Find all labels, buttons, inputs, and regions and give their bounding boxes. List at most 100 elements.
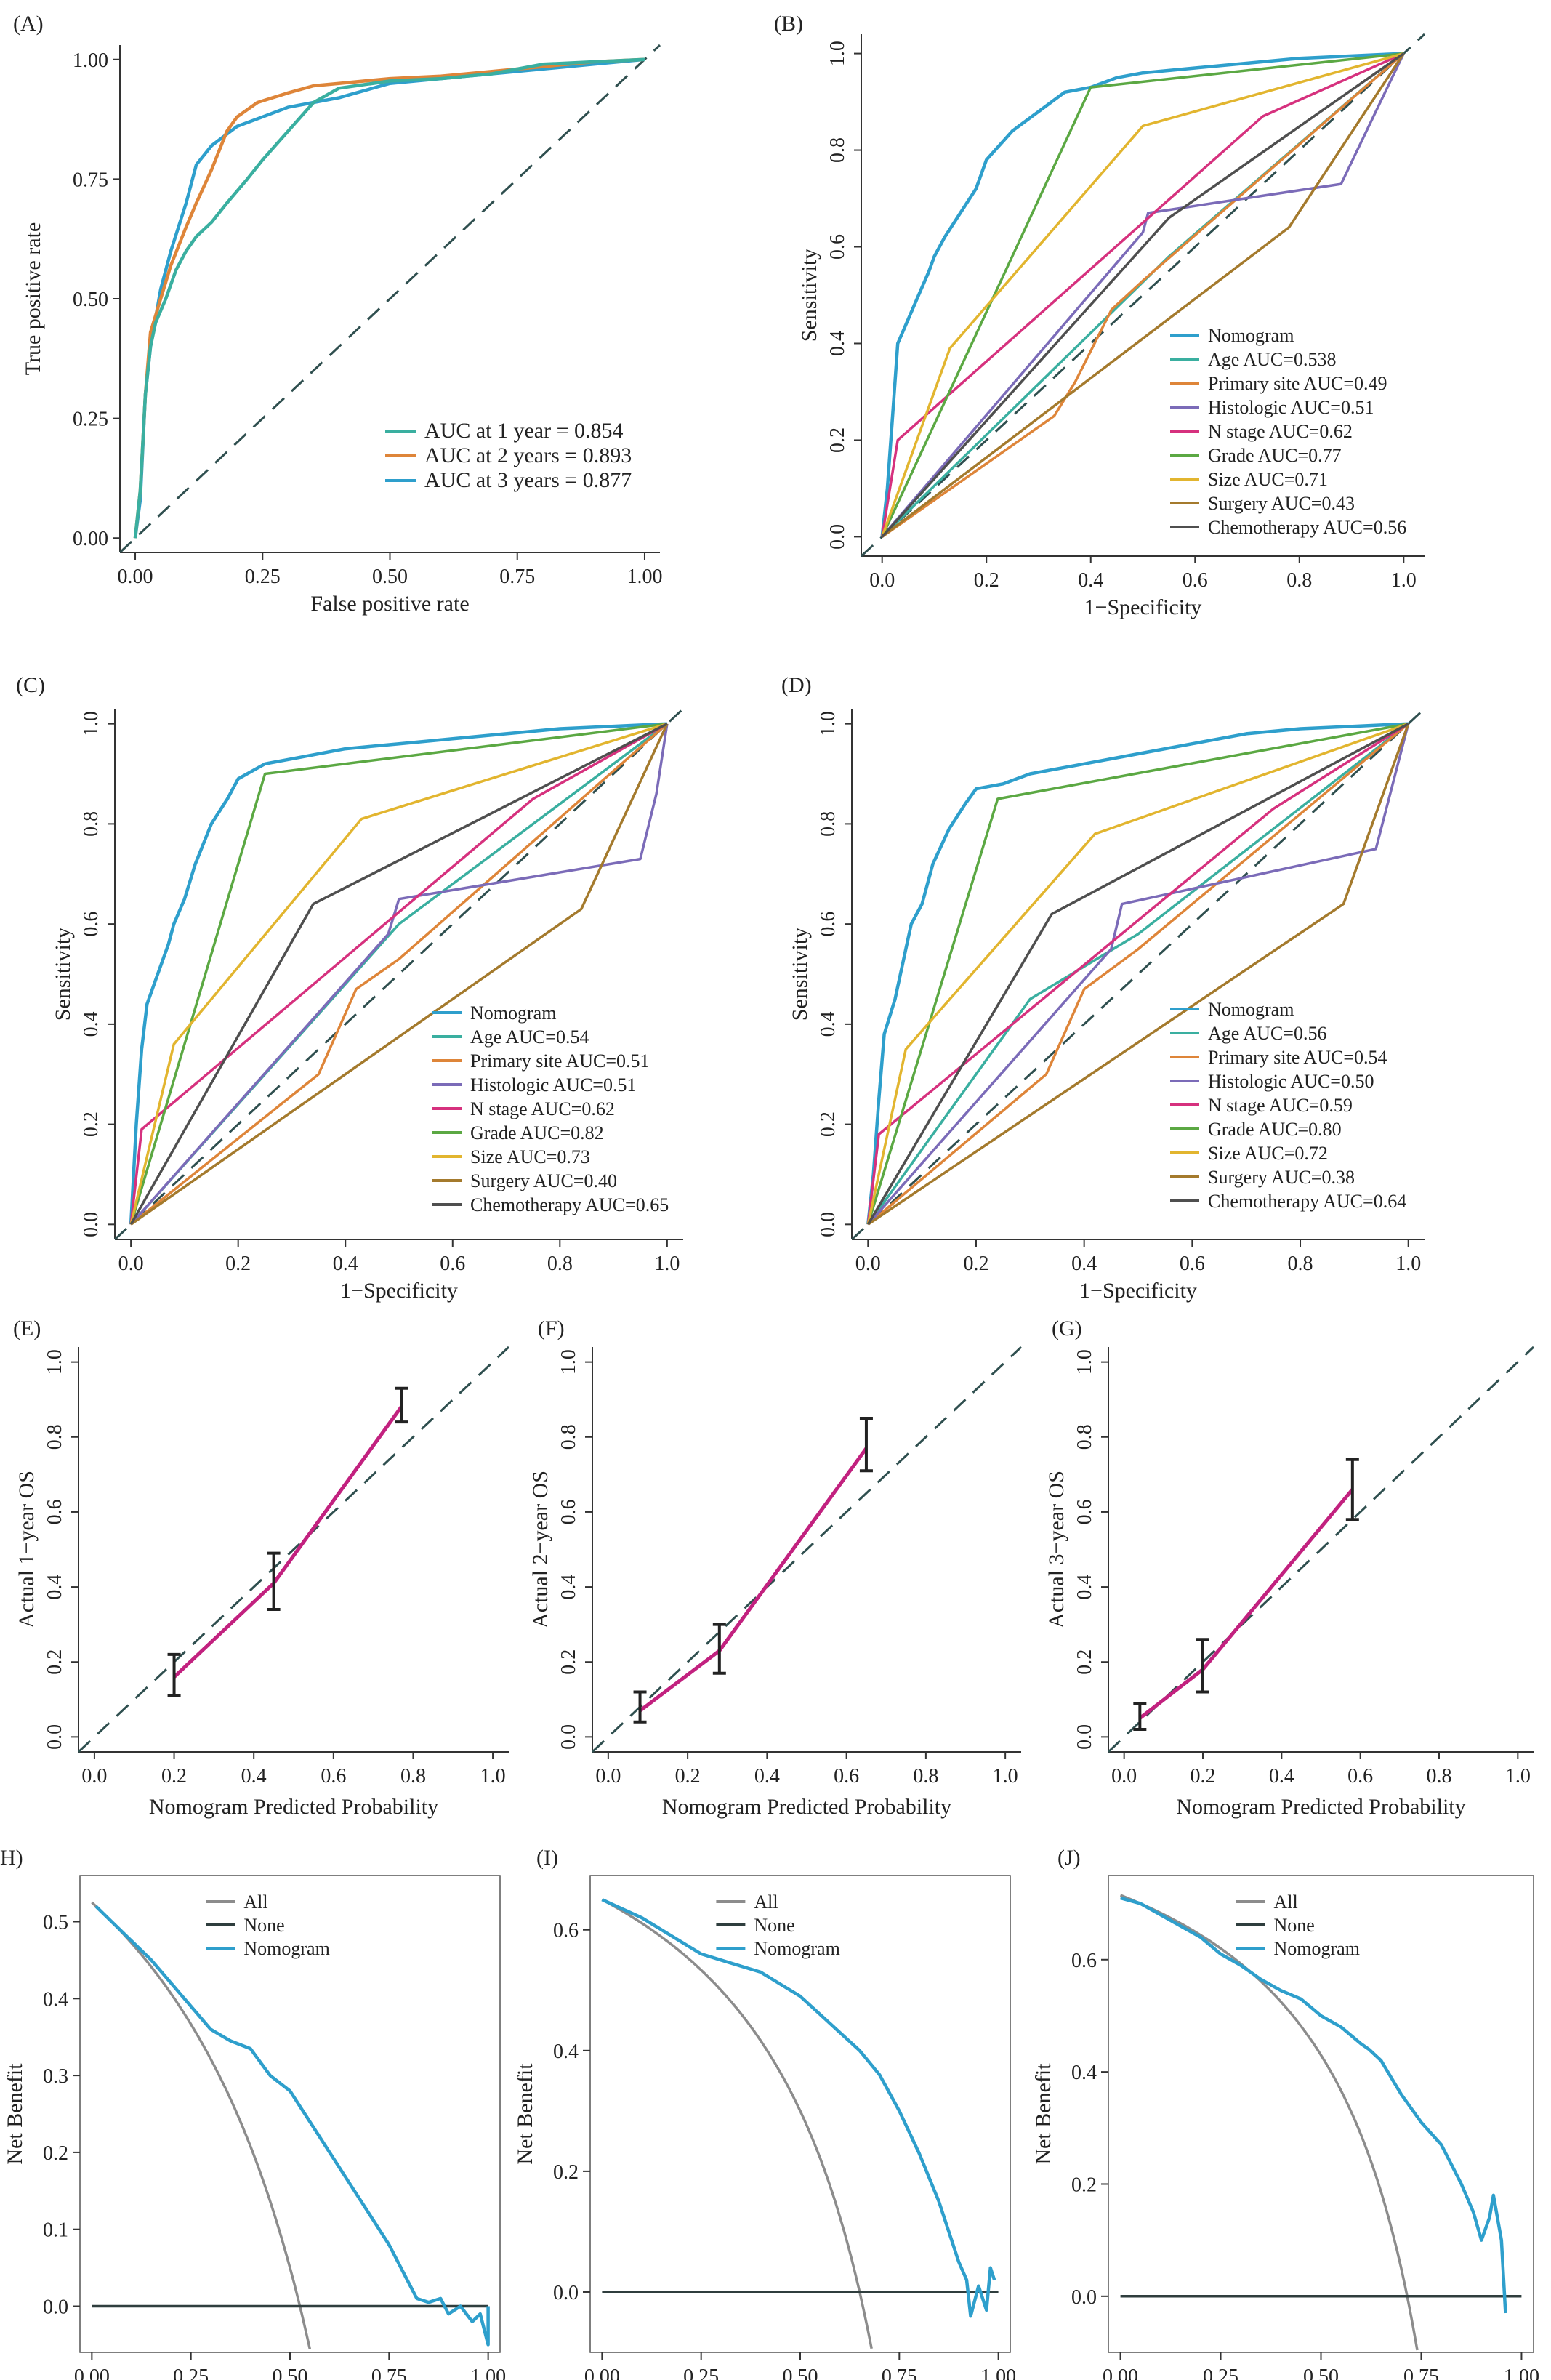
legend-label: None — [243, 1915, 284, 1936]
legend-label: All — [1274, 1891, 1298, 1913]
x-tick-label: 0.8 — [400, 1765, 426, 1788]
legend-label: Surgery AUC=0.43 — [1208, 493, 1355, 514]
panel-j: (J)0.000.250.500.751.000.00.20.40.6Thres… — [1031, 1846, 1539, 2380]
series-line-0 — [880, 52, 1404, 537]
panel-i: (I)0.000.250.500.751.000.00.20.40.6Thres… — [513, 1846, 1016, 2380]
x-tick-label: 0.00 — [584, 2365, 620, 2380]
x-tick-label: 1.00 — [980, 2365, 1016, 2380]
y-tick-label: 0.0 — [1073, 1724, 1096, 1750]
panel-label-c: (C) — [16, 673, 45, 697]
series-line-0 — [133, 57, 645, 539]
legend-label: Chemotherapy AUC=0.65 — [470, 1194, 669, 1215]
series-line-1 — [866, 723, 1409, 1226]
x-tick-label: 0.8 — [913, 1765, 938, 1788]
series-line-7 — [130, 723, 669, 1226]
panel-label-b: (B) — [774, 12, 803, 36]
series-line-5 — [881, 52, 1404, 538]
y-tick-label: 0.6 — [817, 912, 839, 937]
y-tick-label: 0.8 — [44, 1424, 66, 1450]
x-axis-title: Nomogram Predicted Probability — [662, 1795, 951, 1819]
legend-label: Nomogram — [1208, 999, 1294, 1020]
y-tick-label: 0.4 — [1073, 1575, 1096, 1600]
x-tick-label: 0.4 — [754, 1765, 780, 1788]
y-tick-label: 1.0 — [826, 41, 849, 66]
series-line-6 — [866, 723, 1409, 1225]
y-tick-label: 0.6 — [1073, 1499, 1096, 1524]
panel-label-d: (D) — [781, 673, 812, 697]
legend-label: AUC at 3 years = 0.877 — [424, 468, 632, 492]
y-tick-label: 0.0 — [80, 1212, 102, 1237]
series-line-5 — [129, 722, 668, 1225]
y-tick-label: 1.0 — [44, 1349, 66, 1375]
legend-label: Histologic AUC=0.51 — [1208, 397, 1374, 418]
y-tick-label: 0.6 — [553, 1920, 579, 1942]
x-tick-label: 0.2 — [161, 1765, 187, 1788]
panel-h: H) 0.00 0.25 0.50 0.75 1.00 0.0 0.1 0.2 0.3 0.4 0.5… — [0, 1846, 506, 2380]
series-line-5 — [866, 722, 1409, 1225]
y-axis-title: Actual 3−year OS — [1044, 1471, 1068, 1628]
y-tick-label: 0.5 — [43, 1911, 68, 1934]
x-tick-label: 0.25 — [173, 2365, 209, 2380]
x-tick-label: 0.00 — [1103, 2365, 1138, 2380]
legend-label: Histologic AUC=0.50 — [1208, 1071, 1374, 1092]
x-axis-title: 1−Specificity — [1084, 595, 1202, 619]
y-tick-label: 0.2 — [44, 1649, 66, 1675]
y-axis-title: Sensitivity — [788, 928, 812, 1021]
x-tick-label: 0.2 — [225, 1253, 251, 1275]
y-tick-label: 0.1 — [43, 2219, 68, 2242]
x-tick-label: 0.6 — [1183, 569, 1208, 592]
calibration-line — [172, 1406, 403, 1679]
series-line-8 — [866, 723, 1409, 1226]
x-tick-label: 0.2 — [675, 1765, 701, 1788]
y-tick-label: 1.0 — [1073, 1349, 1096, 1375]
y-tick-label: 0.0 — [557, 1724, 580, 1750]
x-tick-label: 0.75 — [499, 566, 535, 588]
x-tick-label: 1.00 — [470, 2365, 506, 2380]
x-tick-label: 0.4 — [1071, 1253, 1097, 1275]
y-tick-label: 1.0 — [817, 711, 839, 736]
x-tick-label: 1.0 — [1395, 1253, 1421, 1275]
x-tick-label: 0.00 — [118, 566, 153, 588]
y-tick-label: 0.75 — [73, 169, 108, 191]
calibration-line — [1138, 1488, 1354, 1720]
series-line-2 — [881, 52, 1405, 538]
y-tick-label: 0.6 — [44, 1499, 66, 1524]
y-tick-label: 0.50 — [73, 289, 108, 311]
y-tick-label: 0.4 — [553, 2041, 579, 2063]
y-axis-title: Net Benefit — [513, 2063, 537, 2165]
y-tick-label: 0.3 — [43, 2065, 68, 2088]
legend-label: Age AUC=0.54 — [470, 1026, 589, 1048]
legend-label: Nomogram — [1274, 1938, 1360, 1959]
x-tick-label: 0.25 — [245, 566, 281, 588]
legend-label: Primary site AUC=0.49 — [1208, 373, 1387, 394]
y-tick-label: 0.4 — [817, 1011, 839, 1037]
panel-a: (A) 0.00 0.25 0.50 0.75 1.00 0.00 0.25 0.50 0.75 1… — [13, 12, 662, 616]
y-tick-label: 0.4 — [557, 1575, 580, 1600]
x-tick-label: 0.00 — [74, 2365, 110, 2380]
x-tick-label: 1.0 — [654, 1253, 680, 1275]
x-tick-label: 0.50 — [1303, 2365, 1339, 2380]
panel-c: (C) 0.0 0.2 0.4 0.6 0.8 1.0 0.0 0.2 0.4 0.6 0.8 1.0 1… — [16, 673, 685, 1303]
x-tick-label: 0.8 — [1288, 1253, 1313, 1275]
x-tick-label: 0.25 — [683, 2365, 719, 2380]
y-tick-label: 0.2 — [553, 2161, 579, 2184]
y-axis-title: Net Benefit — [1031, 2063, 1055, 2165]
reference-diagonal — [850, 707, 1426, 1241]
x-tick-label: 0.6 — [321, 1765, 346, 1788]
x-tick-label: 0.2 — [1191, 1765, 1216, 1788]
panel-label-a: (A) — [13, 12, 44, 36]
y-tick-label: 0.4 — [44, 1575, 66, 1600]
y-axis-title: Net Benefit — [3, 2063, 27, 2165]
legend-label: N stage AUC=0.59 — [1208, 1095, 1353, 1116]
series-line-3 — [881, 52, 1405, 538]
legend-label: Chemotherapy AUC=0.64 — [1208, 1191, 1406, 1212]
y-tick-label: 0.4 — [80, 1011, 102, 1037]
series-line-0 — [1119, 1894, 1419, 2351]
y-tick-label: 1.0 — [557, 1349, 580, 1375]
series-line-8 — [129, 723, 668, 1226]
legend-label: Age AUC=0.538 — [1208, 349, 1336, 370]
legend-label: Nomogram — [754, 1938, 839, 1959]
legend-label: Age AUC=0.56 — [1208, 1023, 1326, 1044]
x-tick-label: 0.6 — [1347, 1765, 1373, 1788]
legend-label: Grade AUC=0.82 — [470, 1122, 604, 1143]
